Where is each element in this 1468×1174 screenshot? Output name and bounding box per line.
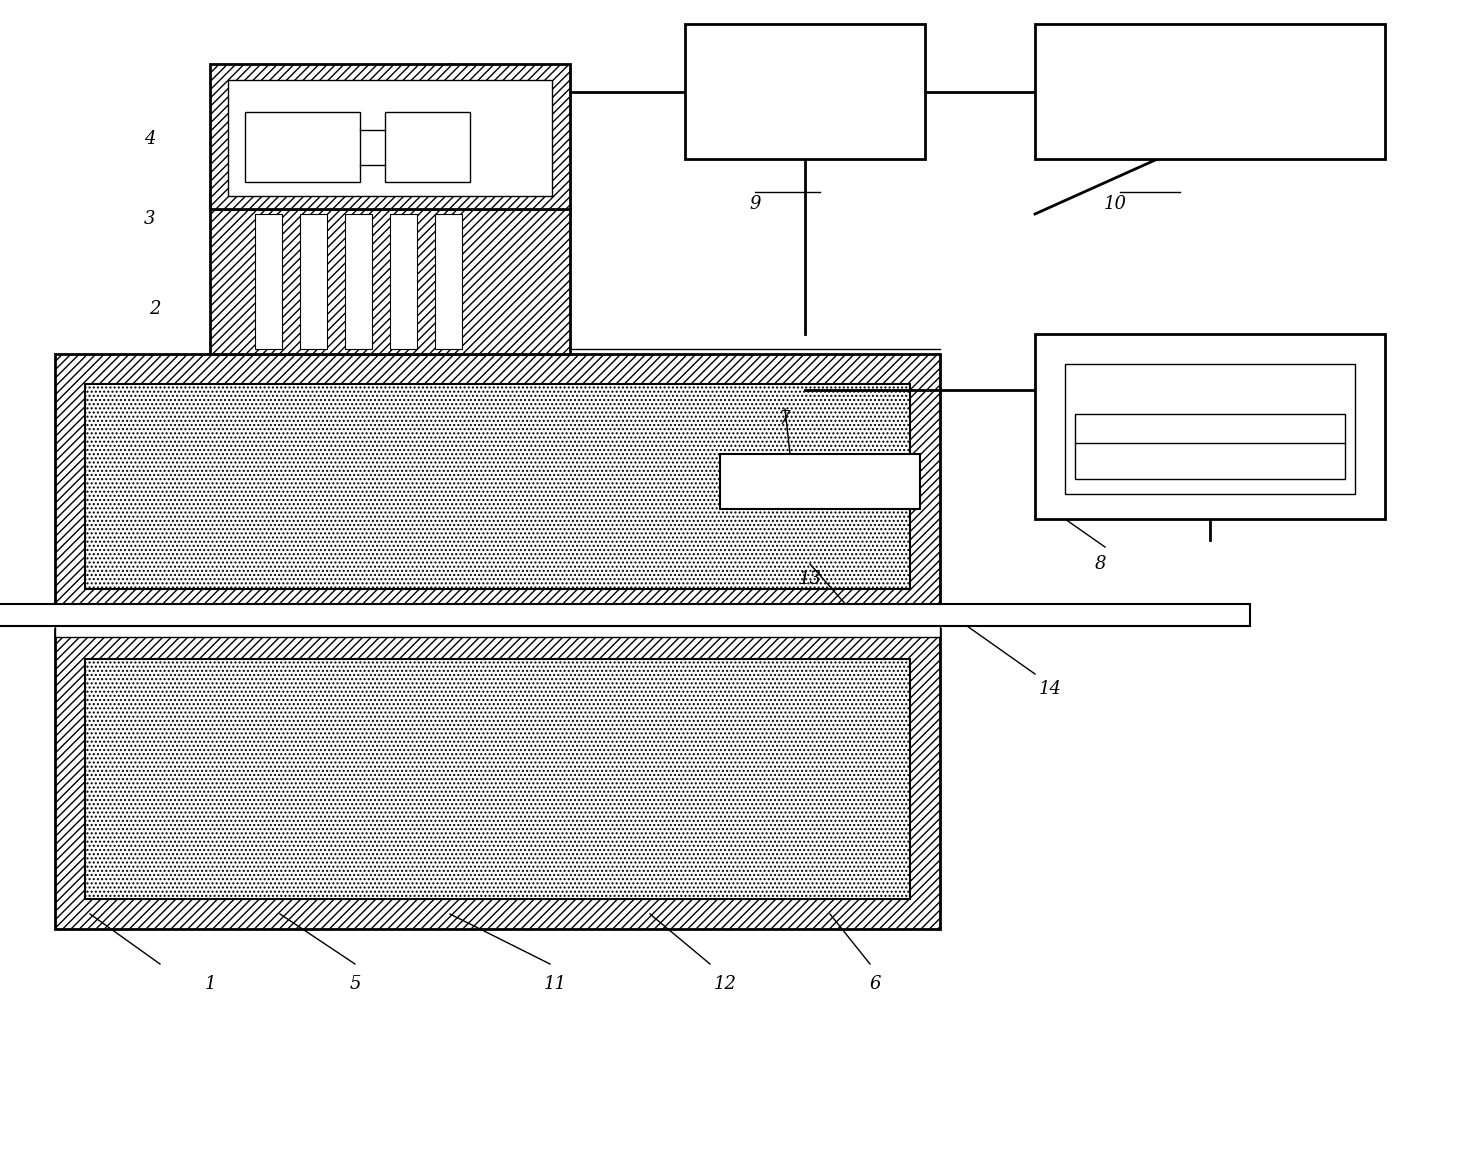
Text: 3: 3: [144, 210, 156, 228]
Text: 8: 8: [1094, 555, 1105, 573]
Bar: [686, 23, 925, 158]
Bar: [345, 214, 371, 349]
Bar: [85, 659, 910, 899]
Bar: [85, 384, 910, 589]
Text: 2: 2: [150, 301, 161, 318]
Bar: [54, 629, 940, 929]
Bar: [54, 355, 940, 619]
Text: 5: 5: [349, 974, 361, 993]
Bar: [1075, 414, 1345, 479]
Bar: [54, 615, 940, 637]
Bar: [0, 603, 1249, 626]
Bar: [85, 659, 910, 899]
Text: 6: 6: [869, 974, 881, 993]
Bar: [210, 209, 570, 355]
Text: 4: 4: [144, 130, 156, 148]
Bar: [210, 194, 570, 209]
Bar: [390, 214, 417, 349]
Bar: [299, 214, 327, 349]
Bar: [228, 80, 552, 196]
Text: 9: 9: [749, 195, 760, 212]
Bar: [255, 214, 282, 349]
Text: 10: 10: [1104, 195, 1126, 212]
Text: 11: 11: [543, 974, 567, 993]
Text: 12: 12: [713, 974, 737, 993]
Bar: [210, 65, 570, 209]
Text: 1: 1: [204, 974, 216, 993]
Bar: [85, 384, 910, 589]
Text: 14: 14: [1038, 680, 1061, 699]
Text: 7: 7: [780, 410, 791, 429]
Bar: [719, 454, 920, 510]
Bar: [1035, 333, 1384, 519]
Bar: [245, 112, 360, 182]
Bar: [1064, 364, 1355, 494]
Bar: [1035, 23, 1384, 158]
Bar: [435, 214, 462, 349]
Bar: [385, 112, 470, 182]
Text: 13: 13: [799, 571, 822, 588]
